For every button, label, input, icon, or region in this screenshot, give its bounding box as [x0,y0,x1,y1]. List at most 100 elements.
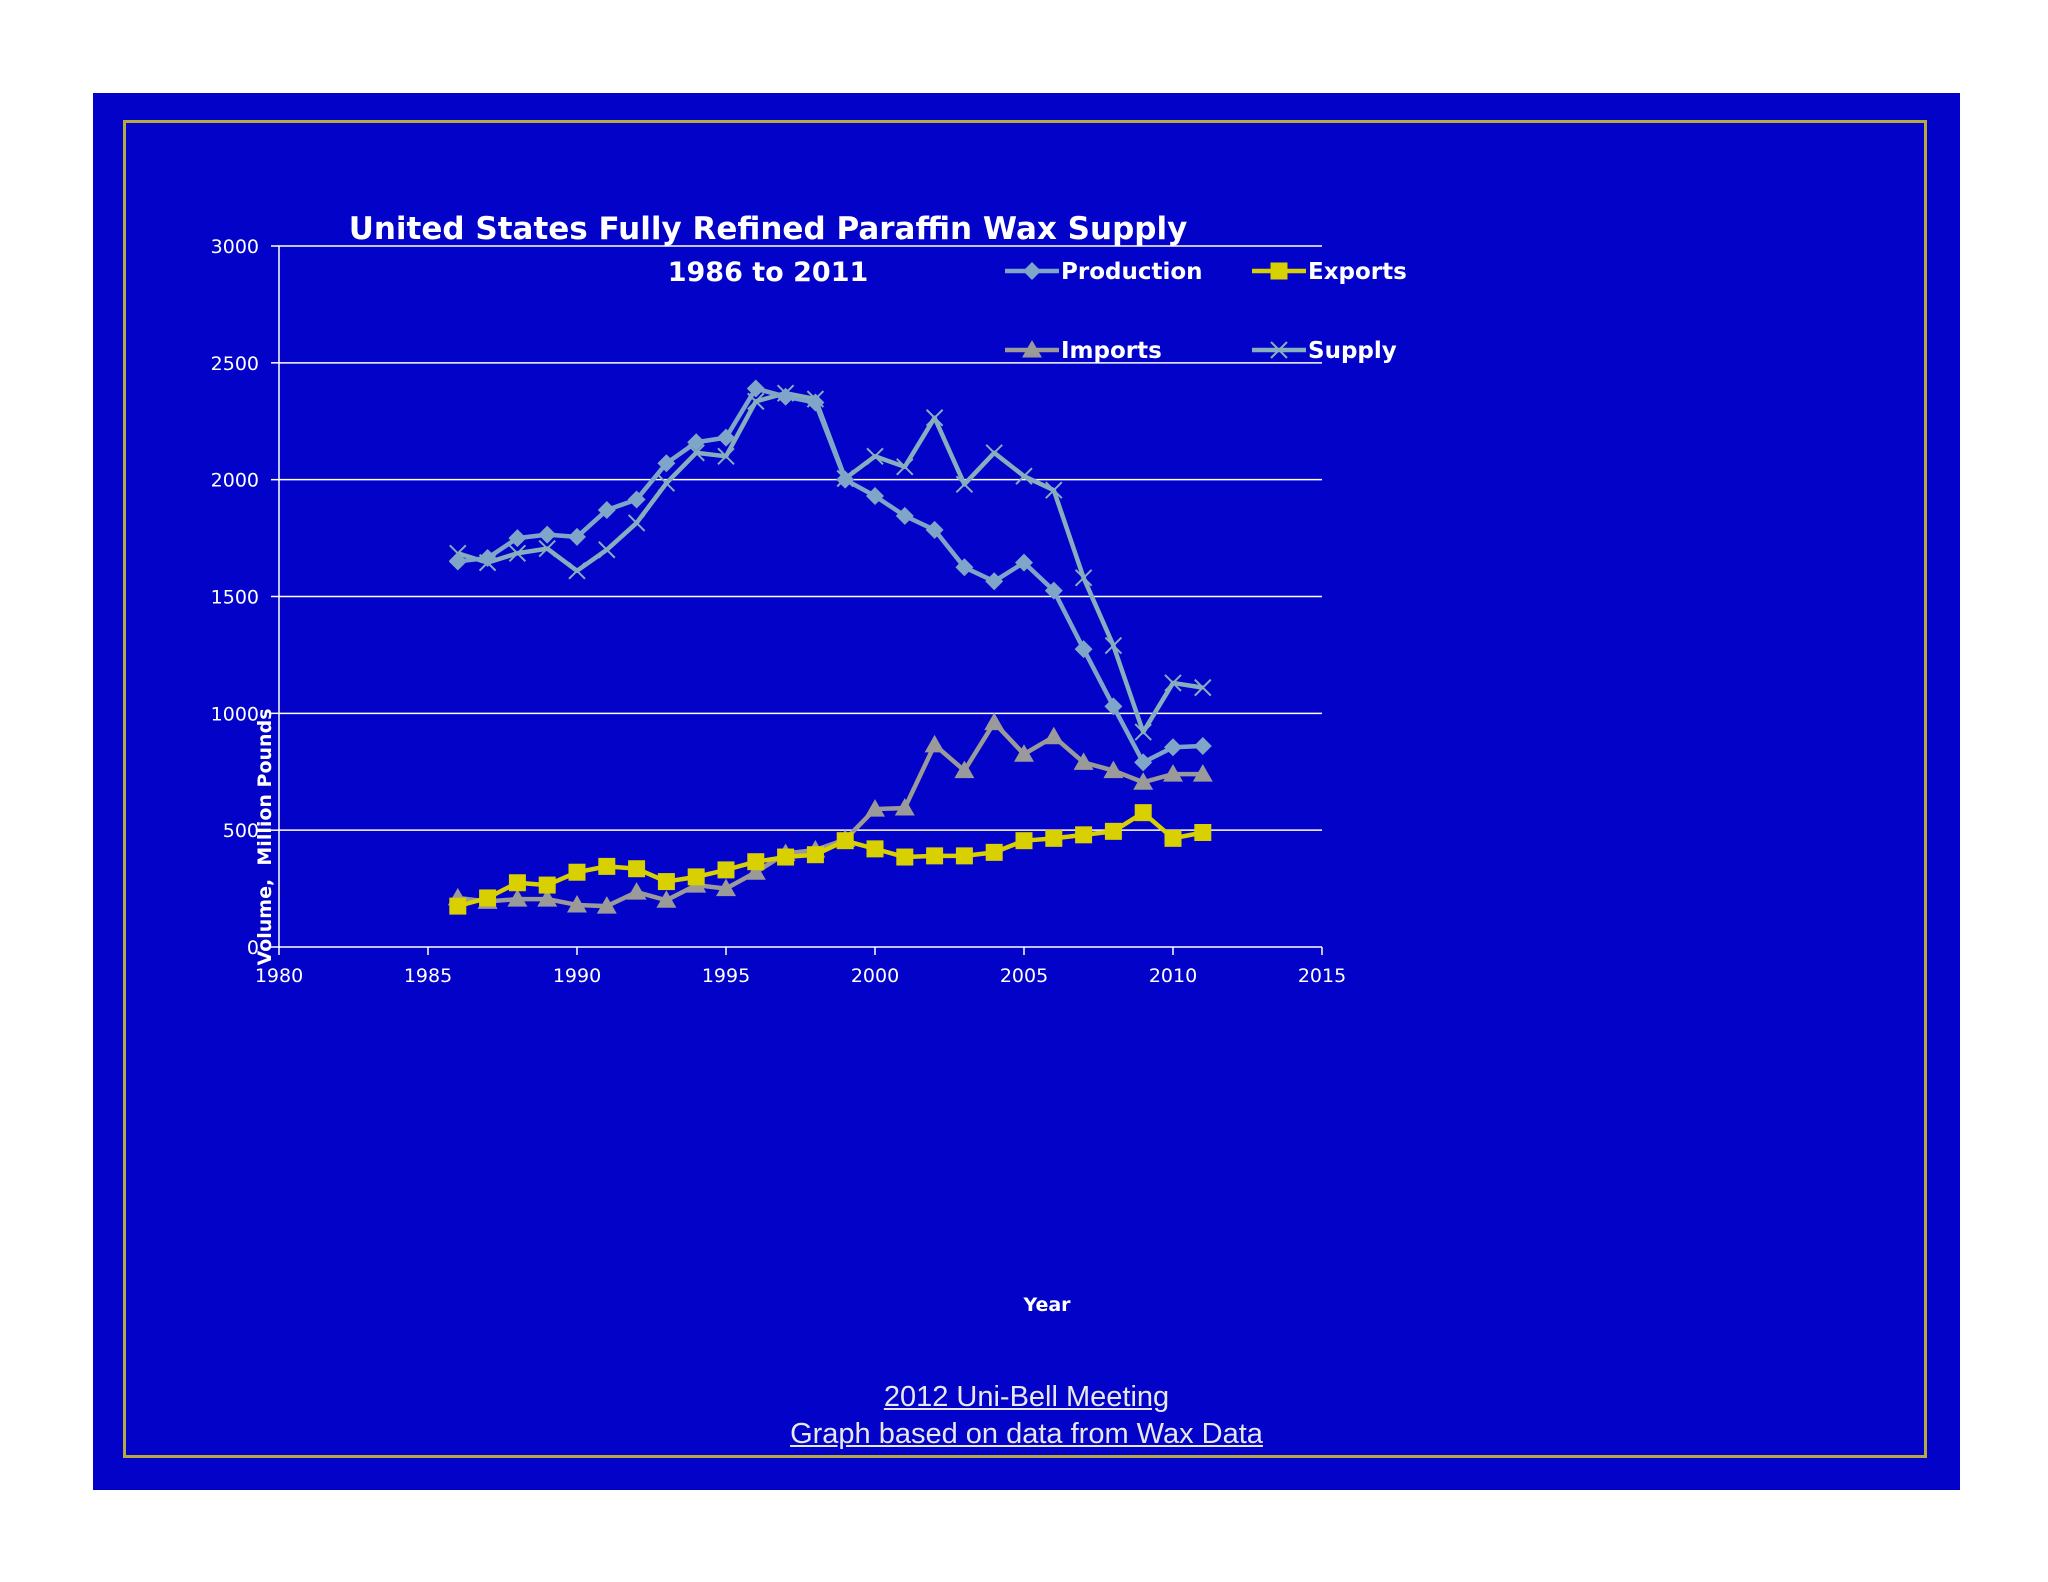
x-tick-label-1985: 1985 [404,965,452,987]
supply-point-2001-b [896,458,914,476]
supply-point-2010 [1164,674,1182,692]
exports-point-1989 [538,876,556,894]
x-tick-label-2005: 2005 [1000,965,1048,987]
exports-point-2011 [1194,824,1212,842]
legend-label-imports: Imports [1061,338,1162,364]
production-point-1994 [687,433,706,452]
production-point-2009 [1134,753,1153,772]
supply-point-2006-b [1045,481,1063,499]
exports-point-2007 [1075,826,1093,844]
production-point-1991 [597,501,616,520]
x-axis-label: Year [1022,1294,1071,1316]
supply-point-2011-b [1194,678,1212,697]
production-point-2004 [985,572,1004,591]
y-tick-label-500: 500 [223,820,259,842]
legend-label-production: Production [1061,259,1203,285]
exports-point-2002 [926,847,944,865]
exports-point-1995 [717,861,735,879]
series-layer [447,379,1213,915]
production-point-2001 [895,506,914,525]
supply-point-1995 [717,447,735,466]
production-point-1996 [746,379,765,398]
supply-point-2002 [925,409,944,427]
imports-point-1993 [656,890,677,908]
imports-point-2002 [924,734,945,753]
imports-point-2005 [1014,744,1034,762]
legend-marker-supply-b [1270,341,1288,359]
imports-point-1990 [567,894,587,913]
supply-point-2000-b [866,447,884,466]
production-point-1988 [508,529,527,548]
supply-point-1996-b [747,392,765,411]
exports-point-1988 [508,874,526,892]
exports-point-2008 [1104,822,1122,840]
supply-point-2008 [1104,636,1123,655]
legend-label-supply: Supply [1308,338,1397,364]
x-tick-label-2010: 2010 [1149,965,1197,987]
x-tick-label-1995: 1995 [702,965,750,987]
supply-point-2004-b [985,444,1003,462]
footer-meeting-link[interactable]: 2012 Uni-Bell Meeting [883,1381,1170,1413]
production-point-1992 [627,490,646,509]
supply-point-2005-b [1015,467,1033,485]
imports-point-1991 [596,896,617,914]
chart-title: United States Fully Refined Paraffin Wax… [349,211,1188,247]
legend-marker-imports [1022,340,1042,358]
supply-point-1988 [508,544,527,562]
production-point-2006 [1044,581,1063,600]
footer-source-link[interactable]: Graph based on data from Wax Data [790,1418,1263,1450]
supply-point-2004 [985,444,1003,462]
supply-point-2007 [1074,569,1093,587]
series-production [448,379,1212,772]
y-axis-label: Volume, Million Pounds [254,709,276,966]
imports-point-1992 [626,882,647,900]
y-tick-label-2000: 2000 [211,470,259,492]
imports-point-2000 [865,799,885,817]
imports-point-2003 [954,760,975,779]
exports-point-1986 [449,897,467,915]
imports-point-2004 [984,712,1005,731]
production-point-1999 [836,470,855,489]
supply-point-1989-b [538,539,556,558]
exports-point-2000 [866,840,884,858]
production-point-1990 [568,527,586,546]
supply-point-1988-b [508,544,527,562]
legend-label-exports: Exports [1308,259,1407,285]
exports-point-2010 [1164,829,1182,847]
supply-point-1990 [568,562,586,580]
exports-point-2001 [896,848,914,866]
exports-point-2006 [1045,829,1063,847]
exports-point-1993 [657,873,675,891]
supply-point-1990-b [568,562,586,580]
supply-point-1995-b [717,447,735,466]
imports-point-2001 [894,797,915,816]
supply-point-1992 [627,514,646,532]
exports-point-1998 [806,846,824,864]
exports-point-2004 [985,843,1003,861]
imports-point-1996 [745,862,766,880]
production-point-2008 [1104,697,1123,716]
production-point-2007 [1074,640,1093,659]
exports-point-2003 [955,847,973,865]
supply-point-2006 [1045,481,1063,499]
supply-point-1989 [538,539,556,558]
imports-point-2011 [1192,764,1213,782]
series-imports [447,712,1213,914]
supply-point-2001 [896,458,914,476]
supply-point-1991-b [598,541,616,559]
tick-labels: 0 500 1000 1500 2000 2500 3000 1980 1985 1990 1995… [211,236,1347,987]
y-tick-label-1000: 1000 [211,703,259,725]
legend-marker-production [1023,262,1041,280]
exports-point-2005 [1015,832,1033,850]
supply-point-2007-b [1074,569,1093,587]
paraffin-wax-line-chart: 0 500 1000 1500 2000 2500 3000 1980 1985 1990 1995… [211,211,1407,1316]
supply-point-1993-b [657,474,676,492]
production-point-1997 [776,387,795,406]
exports-point-1999 [836,832,854,850]
supply-point-2003 [955,475,974,494]
supply-point-2009-b [1134,723,1152,741]
x-tick-label-1990: 1990 [553,965,601,987]
x-tick-label-2015: 2015 [1298,965,1346,987]
imports-point-2006 [1043,726,1064,745]
legend-item-supply: Supply [1252,338,1397,364]
